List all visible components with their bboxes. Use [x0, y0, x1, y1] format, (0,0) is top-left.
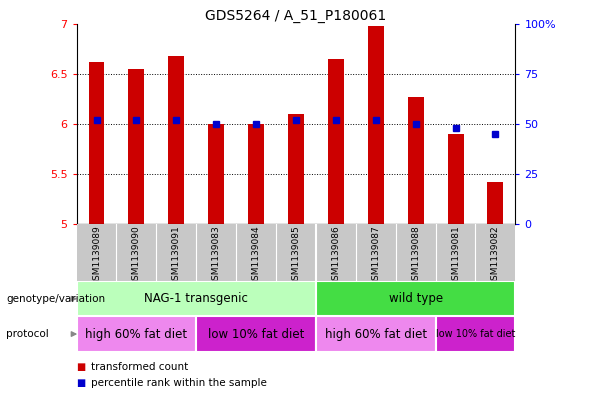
Bar	[128, 69, 144, 224]
Text: ■: ■	[77, 362, 86, 373]
Bar	[288, 114, 304, 224]
Text: GSM1139086: GSM1139086	[332, 226, 340, 286]
Text: GSM1139083: GSM1139083	[211, 226, 221, 286]
Text: NAG-1 transgenic: NAG-1 transgenic	[144, 292, 248, 305]
Text: ■: ■	[77, 378, 86, 388]
Text: GSM1139089: GSM1139089	[92, 226, 101, 286]
Title: GDS5264 / A_51_P180061: GDS5264 / A_51_P180061	[206, 9, 386, 22]
Bar	[408, 97, 423, 224]
Text: GSM1139091: GSM1139091	[172, 226, 181, 286]
Text: low 10% fat diet: low 10% fat diet	[208, 327, 305, 341]
Bar	[488, 182, 504, 224]
Text: genotype/variation: genotype/variation	[6, 294, 105, 304]
Bar	[248, 124, 264, 224]
Text: GSM1139088: GSM1139088	[411, 226, 420, 286]
Bar	[168, 56, 184, 224]
Text: transformed count: transformed count	[91, 362, 188, 373]
Text: GSM1139081: GSM1139081	[451, 226, 460, 286]
Bar	[316, 281, 515, 316]
Bar	[436, 316, 515, 352]
Text: protocol: protocol	[6, 329, 49, 339]
Text: high 60% fat diet: high 60% fat diet	[85, 327, 187, 341]
Text: GSM1139084: GSM1139084	[252, 226, 260, 286]
Bar	[368, 26, 384, 224]
Bar	[328, 59, 344, 224]
Text: percentile rank within the sample: percentile rank within the sample	[91, 378, 267, 388]
Bar	[448, 134, 464, 224]
Bar	[88, 62, 104, 224]
Bar	[196, 316, 316, 352]
Bar	[77, 316, 196, 352]
Text: GSM1139087: GSM1139087	[371, 226, 380, 286]
Bar	[77, 281, 316, 316]
Text: high 60% fat diet: high 60% fat diet	[325, 327, 427, 341]
Text: wild type: wild type	[389, 292, 443, 305]
Text: GSM1139090: GSM1139090	[132, 226, 141, 286]
Text: low 10% fat diet: low 10% fat diet	[436, 329, 515, 339]
Bar	[209, 124, 224, 224]
Text: GSM1139085: GSM1139085	[292, 226, 300, 286]
Text: GSM1139082: GSM1139082	[491, 226, 500, 286]
Bar	[316, 316, 436, 352]
